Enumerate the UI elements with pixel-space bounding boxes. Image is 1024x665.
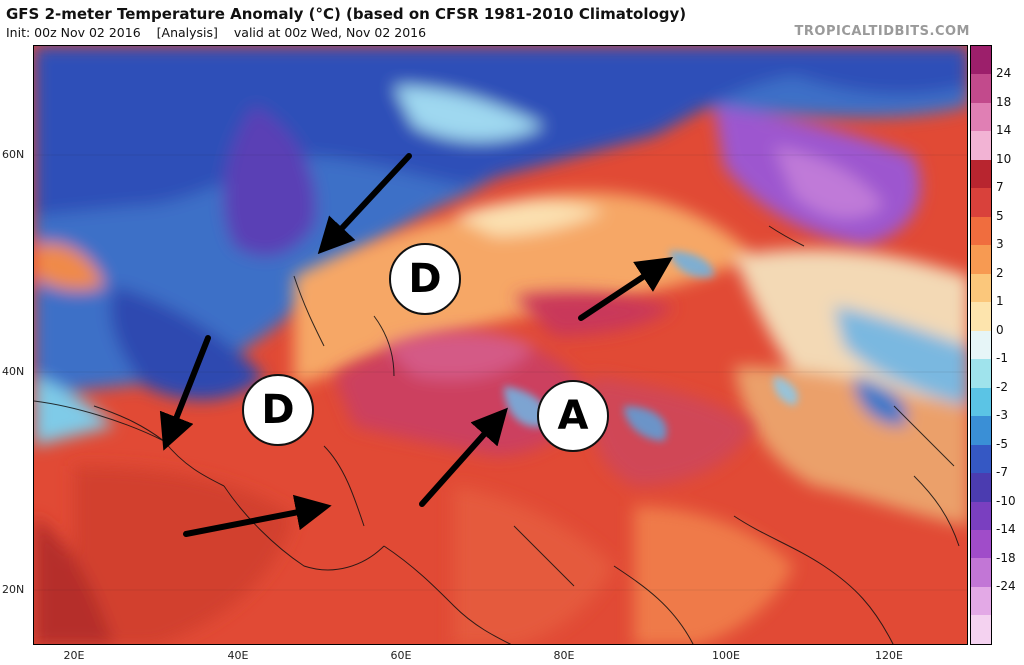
lon-label-120e: 120E (875, 649, 903, 662)
valid-time: valid at 00z Wed, Nov 02 2016 (233, 25, 427, 40)
lat-label-40n: 40N (2, 365, 25, 378)
colorbar-tick-label: -18 (996, 550, 1016, 565)
colorbar (970, 45, 992, 645)
lon-label-80e: 80E (553, 649, 575, 662)
colorbar-tick-label: -10 (996, 493, 1016, 508)
arrow-center (419, 407, 508, 507)
source-brand: TROPICALTIDBITS.COM (794, 24, 970, 39)
lon-label-60e: 60E (390, 649, 412, 662)
colorbar-segment (971, 102, 991, 132)
anomaly-map (33, 45, 968, 645)
annotation-a-east: A (537, 380, 609, 452)
colorbar-tick-label: 1 (996, 294, 1004, 309)
colorbar-tick-label: -1 (996, 351, 1008, 366)
colorbar-tick-label: 3 (996, 237, 1004, 252)
colorbar-segment (971, 473, 991, 502)
colorbar-tick-label: -24 (996, 579, 1016, 594)
arrow-west (159, 335, 211, 451)
analysis-tag: [Analysis] (156, 25, 218, 40)
colorbar-tick-label: 14 (996, 123, 1012, 138)
colorbar-segment (971, 273, 991, 303)
flow-arrows (159, 153, 674, 537)
colorbar-segment (971, 615, 991, 644)
colorbar-tick-label: -14 (996, 522, 1016, 537)
colorbar-segment (971, 558, 991, 587)
lon-label-40e: 40E (227, 649, 249, 662)
colorbar-tick-label: -2 (996, 379, 1008, 394)
colorbar-segment (971, 416, 991, 445)
init-time: Init: 00z Nov 02 2016 (6, 25, 141, 40)
colorbar-segment (971, 444, 991, 474)
colorbar-segment (971, 359, 991, 388)
colorbar-tick-label: 10 (996, 151, 1012, 166)
annotation-d-south: D (242, 374, 314, 446)
lon-label-100e: 100E (712, 649, 740, 662)
annotation-d-north: D (389, 243, 461, 315)
colorbar-segment (971, 216, 991, 246)
colorbar-segment (971, 46, 991, 75)
colorbar-tick-label: 24 (996, 66, 1012, 81)
lon-label-20e: 20E (63, 649, 85, 662)
colorbar-tick-label: 7 (996, 180, 1004, 195)
arrow-arabia (183, 494, 332, 537)
colorbar-segment (971, 501, 991, 530)
colorbar-tick-label: 0 (996, 322, 1004, 337)
colorbar-segment (971, 330, 991, 360)
colorbar-tick-label: 2 (996, 265, 1004, 280)
arrow-northeast (578, 257, 674, 321)
lat-label-60n: 60N (2, 148, 25, 161)
colorbar-segment (971, 529, 991, 559)
colorbar-segment (971, 74, 991, 103)
subtitle: Init: 00z Nov 02 2016 [Analysis] valid a… (6, 25, 438, 40)
colorbar-tick-label: -7 (996, 465, 1008, 480)
map-canvas (34, 46, 967, 644)
chart-title: GFS 2-meter Temperature Anomaly (°C) (ba… (6, 5, 687, 23)
colorbar-segment (971, 586, 991, 616)
arrow-north (317, 153, 412, 255)
lat-label-20n: 20N (2, 583, 25, 596)
colorbar-segment (971, 387, 991, 417)
colorbar-segment (971, 131, 991, 160)
colorbar-segment (971, 302, 991, 331)
colorbar-tick-label: 18 (996, 94, 1012, 109)
colorbar-tick-label: 5 (996, 208, 1004, 223)
colorbar-tick-label: -5 (996, 436, 1008, 451)
colorbar-tick-label: -3 (996, 408, 1008, 423)
colorbar-segment (971, 245, 991, 274)
colorbar-segment (971, 188, 991, 217)
colorbar-segment (971, 159, 991, 189)
